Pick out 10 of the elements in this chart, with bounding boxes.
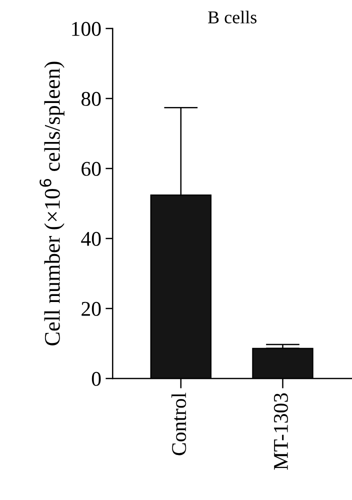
y-tick-label: 60 [82, 162, 101, 176]
x-tick-label: Control [171, 392, 186, 456]
y-tick-label: 100 [72, 22, 101, 36]
y-tick-label: 80 [81, 92, 101, 106]
y-tick-label: 0 [92, 372, 101, 386]
y-tick-label: 40 [81, 232, 101, 246]
x-tick-label: MT-1303 [274, 393, 288, 470]
chart-title: B cells [208, 10, 256, 24]
y-tick-label: 20 [82, 302, 101, 316]
y-axis-title: Cell number (×10$^{6}$ cells/spleen) [40, 62, 64, 346]
